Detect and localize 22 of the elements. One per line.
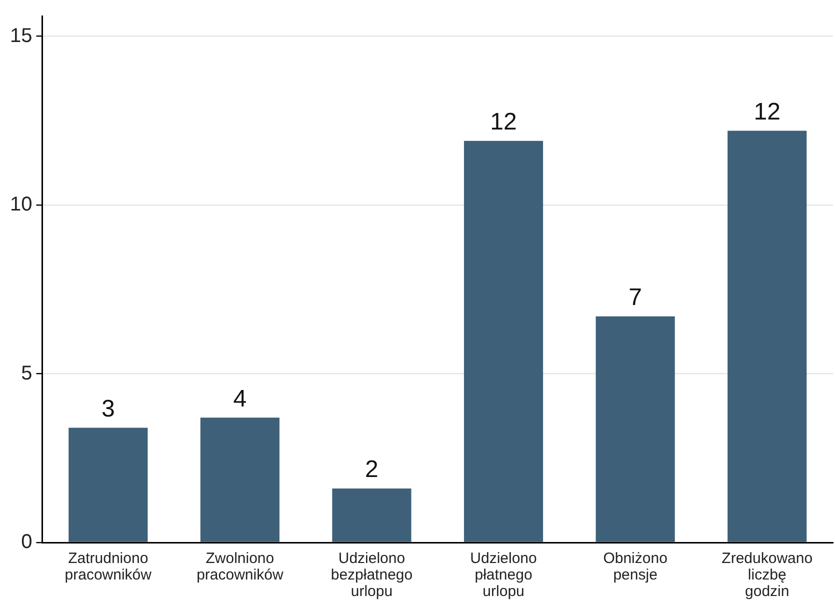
y-tick-label: 0	[21, 531, 32, 554]
bar	[464, 140, 544, 542]
x-tick-label: Udzielono płatnego urlopu	[470, 550, 537, 600]
x-tick-label: Udzielono bezpłatnego urlopu	[330, 550, 413, 600]
data-label: 4	[233, 385, 247, 412]
bar	[200, 418, 280, 542]
x-tick-label: Zwolniono pracowników	[196, 550, 284, 584]
bar	[596, 316, 675, 542]
bar	[68, 428, 148, 542]
x-tick-label: Zatrudniono pracowników	[64, 550, 152, 584]
x-tick-label: Zredukowano liczbę godzin	[722, 550, 813, 600]
y-tick-label: 10	[10, 194, 32, 216]
bar	[728, 130, 807, 542]
y-tick-label: 5	[21, 362, 32, 384]
data-label: 12	[754, 98, 780, 126]
data-label: 3	[101, 395, 115, 422]
bar	[332, 488, 412, 542]
y-tick-label: 15	[10, 24, 32, 47]
data-label: 12	[490, 108, 517, 136]
x-tick-label: Obniżono pensje	[603, 550, 668, 584]
data-label: 7	[628, 284, 642, 311]
data-label: 2	[365, 456, 378, 484]
